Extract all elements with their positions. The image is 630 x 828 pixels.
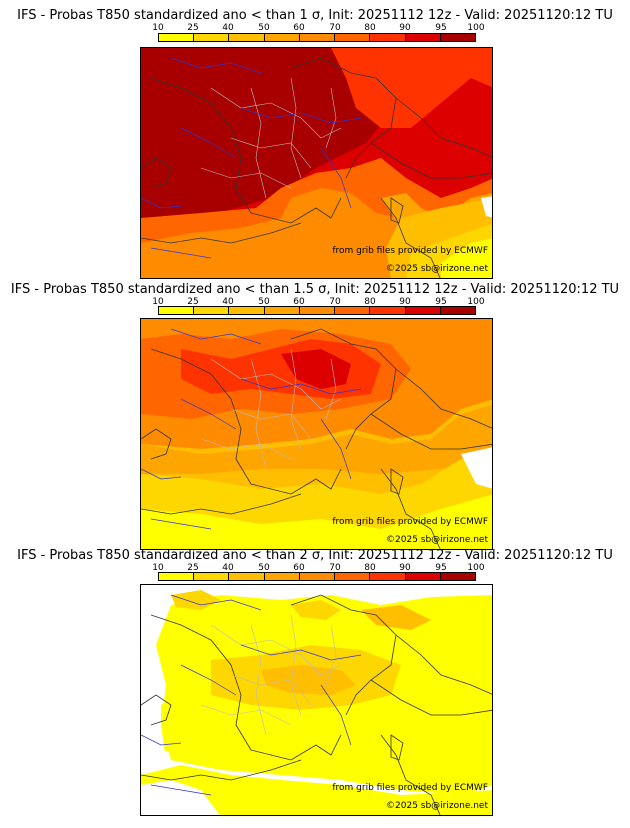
- colorbar-tick: 40: [222, 23, 234, 33]
- colorbar-tick: 95: [435, 297, 447, 307]
- colorbar-swatch: [264, 307, 300, 314]
- colorbar-swatch: [335, 573, 371, 580]
- colorbar-tick: 95: [435, 563, 447, 573]
- colorbar-swatch: [194, 573, 230, 580]
- map-graphic: [141, 585, 492, 815]
- map-graphic: [141, 319, 492, 549]
- colorbar-tick: 50: [258, 297, 270, 307]
- colorbar-swatch: [194, 34, 230, 41]
- probability-map: from grib files provided by ECMWF ©2025 …: [140, 584, 493, 816]
- colorbar-tick: 70: [329, 563, 341, 573]
- colorbar-swatch: [299, 307, 336, 314]
- colorbar-ticks: 10 25 40 50 60 70 80 90 95 100: [152, 23, 484, 35]
- map-graphic: [141, 48, 492, 278]
- colorbar-swatch: [440, 573, 475, 580]
- colorbar-tick: 70: [329, 23, 341, 33]
- colorbar-tick: 80: [364, 563, 376, 573]
- colorbar-swatch: [440, 307, 475, 314]
- colorbar-swatch: [264, 34, 300, 41]
- colorbar-tick: 25: [187, 23, 199, 33]
- colorbar-tick: 50: [258, 23, 270, 33]
- colorbar: [158, 33, 476, 42]
- colorbar-tick: 40: [222, 297, 234, 307]
- colorbar-tick: 50: [258, 563, 270, 573]
- copyright: ©2025 sb@irizone.net: [386, 535, 488, 545]
- colorbar-tick: 100: [467, 23, 485, 33]
- colorbar-tick: 40: [222, 563, 234, 573]
- colorbar-swatch: [335, 34, 371, 41]
- colorbar: [158, 306, 476, 315]
- colorbar-swatch: [264, 573, 300, 580]
- colorbar-tick: 100: [467, 297, 485, 307]
- colorbar-swatch: [159, 573, 195, 580]
- colorbar-tick: 70: [329, 297, 341, 307]
- colorbar-swatch: [229, 307, 265, 314]
- colorbar-swatch: [159, 307, 195, 314]
- map-panel-1: IFS - Probas T850 standardized ano < tha…: [0, 0, 630, 279]
- data-credit: from grib files provided by ECMWF: [332, 783, 488, 793]
- data-credit: from grib files provided by ECMWF: [332, 517, 488, 527]
- map-panel-3: IFS - Probas T850 standardized ano < tha…: [0, 548, 630, 828]
- panel-title: IFS - Probas T850 standardized ano < tha…: [17, 8, 613, 23]
- colorbar-tick: 25: [187, 563, 199, 573]
- colorbar-tick: 100: [467, 563, 485, 573]
- probability-map: from grib files provided by ECMWF ©2025 …: [140, 318, 493, 550]
- colorbar-swatch: [370, 307, 406, 314]
- copyright: ©2025 sb@irizone.net: [386, 801, 488, 811]
- panel-title: IFS - Probas T850 standardized ano < tha…: [10, 282, 620, 297]
- colorbar-swatch: [229, 573, 265, 580]
- colorbar-tick: 60: [293, 297, 305, 307]
- copyright: ©2025 sb@irizone.net: [386, 264, 488, 274]
- colorbar-tick: 10: [152, 297, 164, 307]
- colorbar-tick: 80: [364, 297, 376, 307]
- colorbar-swatch: [370, 573, 406, 580]
- colorbar-tick: 25: [187, 297, 199, 307]
- colorbar: [158, 572, 476, 581]
- colorbar-swatch: [194, 307, 230, 314]
- colorbar-tick: 80: [364, 23, 376, 33]
- probability-map: from grib files provided by ECMWF ©2025 …: [140, 47, 493, 279]
- colorbar-tick: 60: [293, 23, 305, 33]
- colorbar-tick: 90: [399, 297, 411, 307]
- colorbar-tick: 95: [435, 23, 447, 33]
- colorbar-ticks: 10 25 40 50 60 70 80 90 95 100: [152, 297, 484, 309]
- colorbar-swatch: [299, 573, 336, 580]
- map-panel-2: IFS - Probas T850 standardized ano < tha…: [0, 276, 630, 552]
- colorbar-tick: 10: [152, 563, 164, 573]
- colorbar-swatch: [370, 34, 406, 41]
- colorbar-swatch: [299, 34, 336, 41]
- colorbar-swatch: [405, 573, 441, 580]
- colorbar-tick: 10: [152, 23, 164, 33]
- colorbar-swatch: [229, 34, 265, 41]
- colorbar-tick: 90: [399, 563, 411, 573]
- colorbar-tick: 60: [293, 563, 305, 573]
- panel-title: IFS - Probas T850 standardized ano < tha…: [17, 548, 613, 563]
- data-credit: from grib files provided by ECMWF: [332, 246, 488, 256]
- colorbar-swatch: [440, 34, 475, 41]
- colorbar-tick: 90: [399, 23, 411, 33]
- colorbar-ticks: 10 25 40 50 60 70 80 90 95 100: [152, 563, 484, 575]
- colorbar-swatch: [335, 307, 371, 314]
- colorbar-swatch: [405, 34, 441, 41]
- colorbar-swatch: [405, 307, 441, 314]
- colorbar-swatch: [159, 34, 195, 41]
